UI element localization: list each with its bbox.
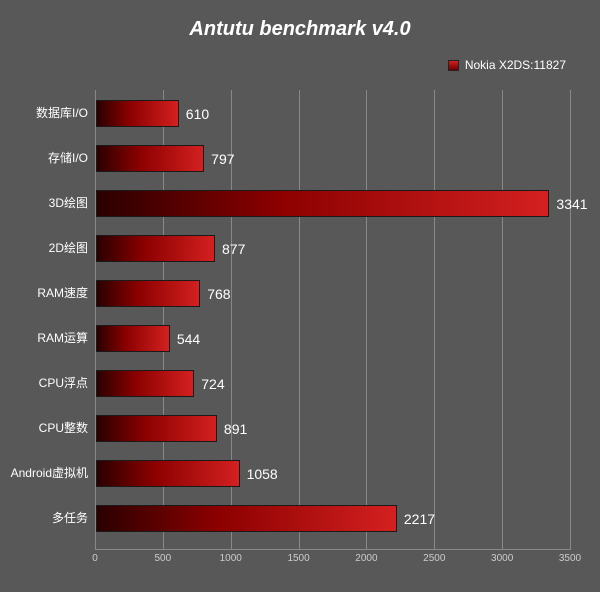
bar xyxy=(96,235,215,262)
bar-row: 768 xyxy=(96,280,231,307)
grid-line xyxy=(366,90,367,550)
bar-value-label: 544 xyxy=(177,331,200,347)
bar-value-label: 891 xyxy=(224,421,247,437)
y-axis-label: 3D绘图 xyxy=(0,190,88,217)
y-axis-label: 多任务 xyxy=(0,505,88,532)
grid-line xyxy=(502,90,503,550)
y-axis-label: CPU浮点 xyxy=(0,370,88,397)
bar-row: 797 xyxy=(96,145,235,172)
bar xyxy=(96,145,204,172)
bar xyxy=(96,325,170,352)
grid-line xyxy=(299,90,300,550)
x-tick-label: 1000 xyxy=(220,553,242,564)
chart-title: Antutu benchmark v4.0 xyxy=(0,0,600,41)
x-tick-label: 500 xyxy=(155,553,172,564)
x-tick-label: 3000 xyxy=(491,553,513,564)
y-axis-label: RAM速度 xyxy=(0,280,88,307)
bar-value-label: 768 xyxy=(207,286,230,302)
bar-row: 724 xyxy=(96,370,225,397)
bar xyxy=(96,190,549,217)
y-axis-label: Android虚拟机 xyxy=(0,460,88,487)
bar xyxy=(96,460,240,487)
x-tick-label: 2500 xyxy=(423,553,445,564)
grid-line xyxy=(434,90,435,550)
bar-value-label: 724 xyxy=(201,376,224,392)
x-tick-label: 0 xyxy=(92,553,98,564)
bar-row: 610 xyxy=(96,100,209,127)
bar xyxy=(96,280,200,307)
legend: Nokia X2DS:11827 xyxy=(448,58,566,72)
bar-row: 3341 xyxy=(96,190,588,217)
y-axis-label: 2D绘图 xyxy=(0,235,88,262)
x-tick-label: 1500 xyxy=(287,553,309,564)
bar-row: 2217 xyxy=(96,505,435,532)
legend-swatch xyxy=(448,60,459,71)
bar-value-label: 797 xyxy=(211,151,234,167)
bar-row: 544 xyxy=(96,325,200,352)
bar xyxy=(96,505,397,532)
bar-row: 877 xyxy=(96,235,245,262)
y-axis-label: 存储I/O xyxy=(0,145,88,172)
plot-area: 610797334187776854472489110582217 xyxy=(95,90,570,550)
bar-value-label: 1058 xyxy=(247,466,278,482)
x-tick-label: 3500 xyxy=(559,553,581,564)
y-axis-label: RAM运算 xyxy=(0,325,88,352)
legend-label: Nokia X2DS:11827 xyxy=(465,58,566,72)
bar-value-label: 3341 xyxy=(556,196,587,212)
bar-value-label: 610 xyxy=(186,106,209,122)
bar-row: 1058 xyxy=(96,460,278,487)
y-axis-label: CPU整数 xyxy=(0,415,88,442)
x-axis-line xyxy=(95,549,570,550)
x-tick-label: 2000 xyxy=(355,553,377,564)
bar-value-label: 2217 xyxy=(404,511,435,527)
bar xyxy=(96,100,179,127)
bar xyxy=(96,370,194,397)
bar-value-label: 877 xyxy=(222,241,245,257)
bar xyxy=(96,415,217,442)
y-axis-label: 数据库I/O xyxy=(0,100,88,127)
grid-line xyxy=(570,90,571,550)
bar-row: 891 xyxy=(96,415,247,442)
